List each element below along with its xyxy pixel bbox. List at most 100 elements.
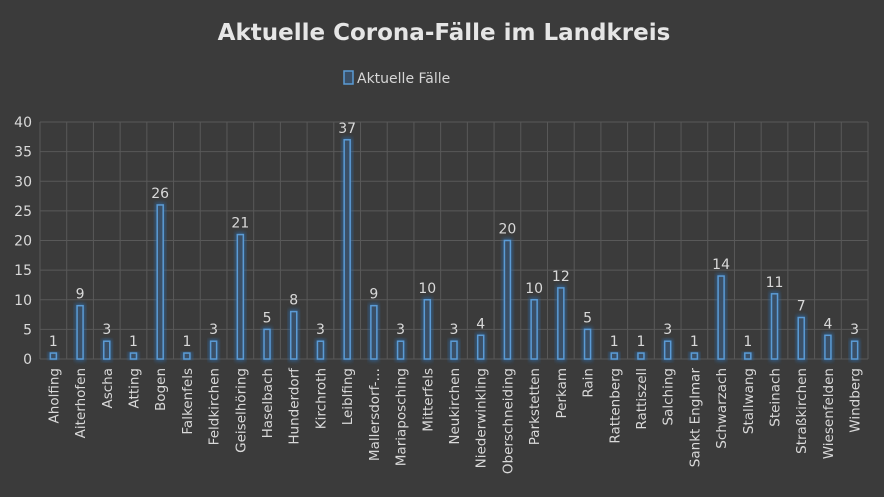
x-tick-label: Parkstetten	[527, 368, 543, 445]
data-label: 3	[450, 322, 459, 338]
bar	[396, 340, 405, 360]
data-label: 8	[289, 293, 298, 309]
bar	[156, 204, 164, 360]
data-label: 3	[850, 322, 859, 338]
data-label: 5	[263, 310, 272, 326]
bar	[717, 275, 725, 360]
data-label: 9	[76, 287, 85, 303]
x-tick-label: Perkam	[554, 368, 570, 419]
data-label: 12	[552, 269, 570, 285]
x-tick-label: Geiselhöring	[233, 368, 249, 453]
data-label: 3	[663, 322, 672, 338]
data-label: 7	[797, 299, 806, 315]
data-label: 1	[610, 334, 619, 350]
x-tick-label: Steinach	[768, 368, 784, 427]
gridlines	[39, 121, 869, 360]
x-tick-label: Oberschneiding	[500, 368, 516, 474]
data-label: 3	[396, 322, 405, 338]
x-tick-label: Aholfing	[46, 368, 62, 423]
data-label: 14	[712, 257, 730, 273]
bar	[690, 352, 699, 360]
bar	[343, 139, 351, 360]
x-axis: Aholfing Aiterhofen Ascha Atting Bogen Falken…	[46, 367, 863, 474]
x-tick-label: Salching	[661, 368, 677, 425]
x-tick-label: Rain	[581, 368, 597, 398]
x-tick-label: Schwarzach	[714, 368, 730, 449]
data-label: 10	[525, 281, 543, 297]
bar	[370, 304, 378, 360]
bar	[103, 340, 111, 360]
bar	[209, 340, 218, 360]
x-tick-label: Feldkirchen	[207, 368, 223, 445]
bar	[316, 340, 325, 360]
bar	[850, 340, 859, 360]
x-tick-label: Haselbach	[260, 368, 276, 438]
data-label: 3	[209, 322, 218, 338]
data-label: 5	[583, 310, 592, 326]
legend-label: Aktuelle Fälle	[357, 71, 450, 87]
data-label: 37	[338, 121, 356, 137]
x-tick-label: Falkenfels	[180, 368, 196, 435]
data-label: 26	[151, 186, 169, 202]
bars	[48, 137, 860, 362]
data-label: 9	[369, 287, 378, 303]
bar	[450, 340, 458, 360]
y-tick-label: 25	[14, 204, 32, 220]
x-tick-label: Rattenberg	[607, 368, 623, 444]
bar	[263, 328, 271, 360]
bar	[129, 352, 138, 360]
bar	[663, 340, 672, 360]
data-label: 11	[766, 275, 784, 291]
bar	[236, 233, 245, 360]
x-tick-label: Straßkirchen	[794, 368, 810, 454]
data-label: 1	[182, 334, 191, 350]
x-tick-label: Mitterfels	[420, 368, 436, 432]
y-tick-label: 15	[14, 263, 32, 279]
legend: Aktuelle Fälle	[343, 70, 450, 87]
data-label: 3	[316, 322, 325, 338]
x-tick-label: Mariaposching	[394, 368, 410, 466]
bar	[770, 293, 779, 360]
bar	[583, 328, 592, 360]
x-tick-label: Bogen	[153, 368, 169, 411]
chart-title: Aktuelle Corona-Fälle im Landkreis	[218, 20, 671, 46]
data-label: 4	[823, 316, 832, 332]
data-label: 3	[102, 322, 111, 338]
y-tick-label: 20	[14, 234, 32, 250]
data-label: 1	[129, 334, 138, 350]
data-label: 21	[231, 216, 249, 232]
bar	[797, 316, 805, 360]
data-label: 4	[476, 316, 485, 332]
data-label: 10	[418, 281, 436, 297]
bar	[49, 352, 58, 360]
y-tick-label: 30	[14, 174, 32, 190]
bar	[824, 334, 832, 360]
bar	[637, 352, 645, 360]
bar	[183, 352, 191, 360]
x-tick-label: Wiesenfelden	[821, 368, 837, 459]
legend-swatch	[343, 70, 354, 85]
y-tick-label: 10	[14, 293, 32, 309]
x-tick-label: Neukirchen	[447, 368, 463, 445]
x-tick-label: Aiterhofen	[73, 368, 89, 438]
bar	[557, 287, 565, 360]
bar	[744, 352, 752, 360]
y-axis: 0 5 10 15 20 25 30 35 40	[14, 115, 32, 368]
x-tick-label: Rattiszell	[634, 368, 650, 430]
x-tick-label: Kirchroth	[313, 368, 329, 429]
x-tick-label: Mallersdorf-…	[367, 368, 383, 461]
x-tick-label: Windberg	[848, 368, 864, 433]
bar	[423, 299, 432, 360]
y-tick-label: 5	[23, 322, 32, 338]
x-tick-label: Stallwang	[741, 368, 757, 434]
data-label: 1	[690, 334, 699, 350]
data-label: 1	[743, 334, 752, 350]
bar	[476, 334, 485, 360]
bar	[503, 239, 512, 360]
data-label: 1	[637, 334, 646, 350]
x-tick-label: Atting	[126, 368, 142, 408]
bar	[289, 310, 298, 360]
